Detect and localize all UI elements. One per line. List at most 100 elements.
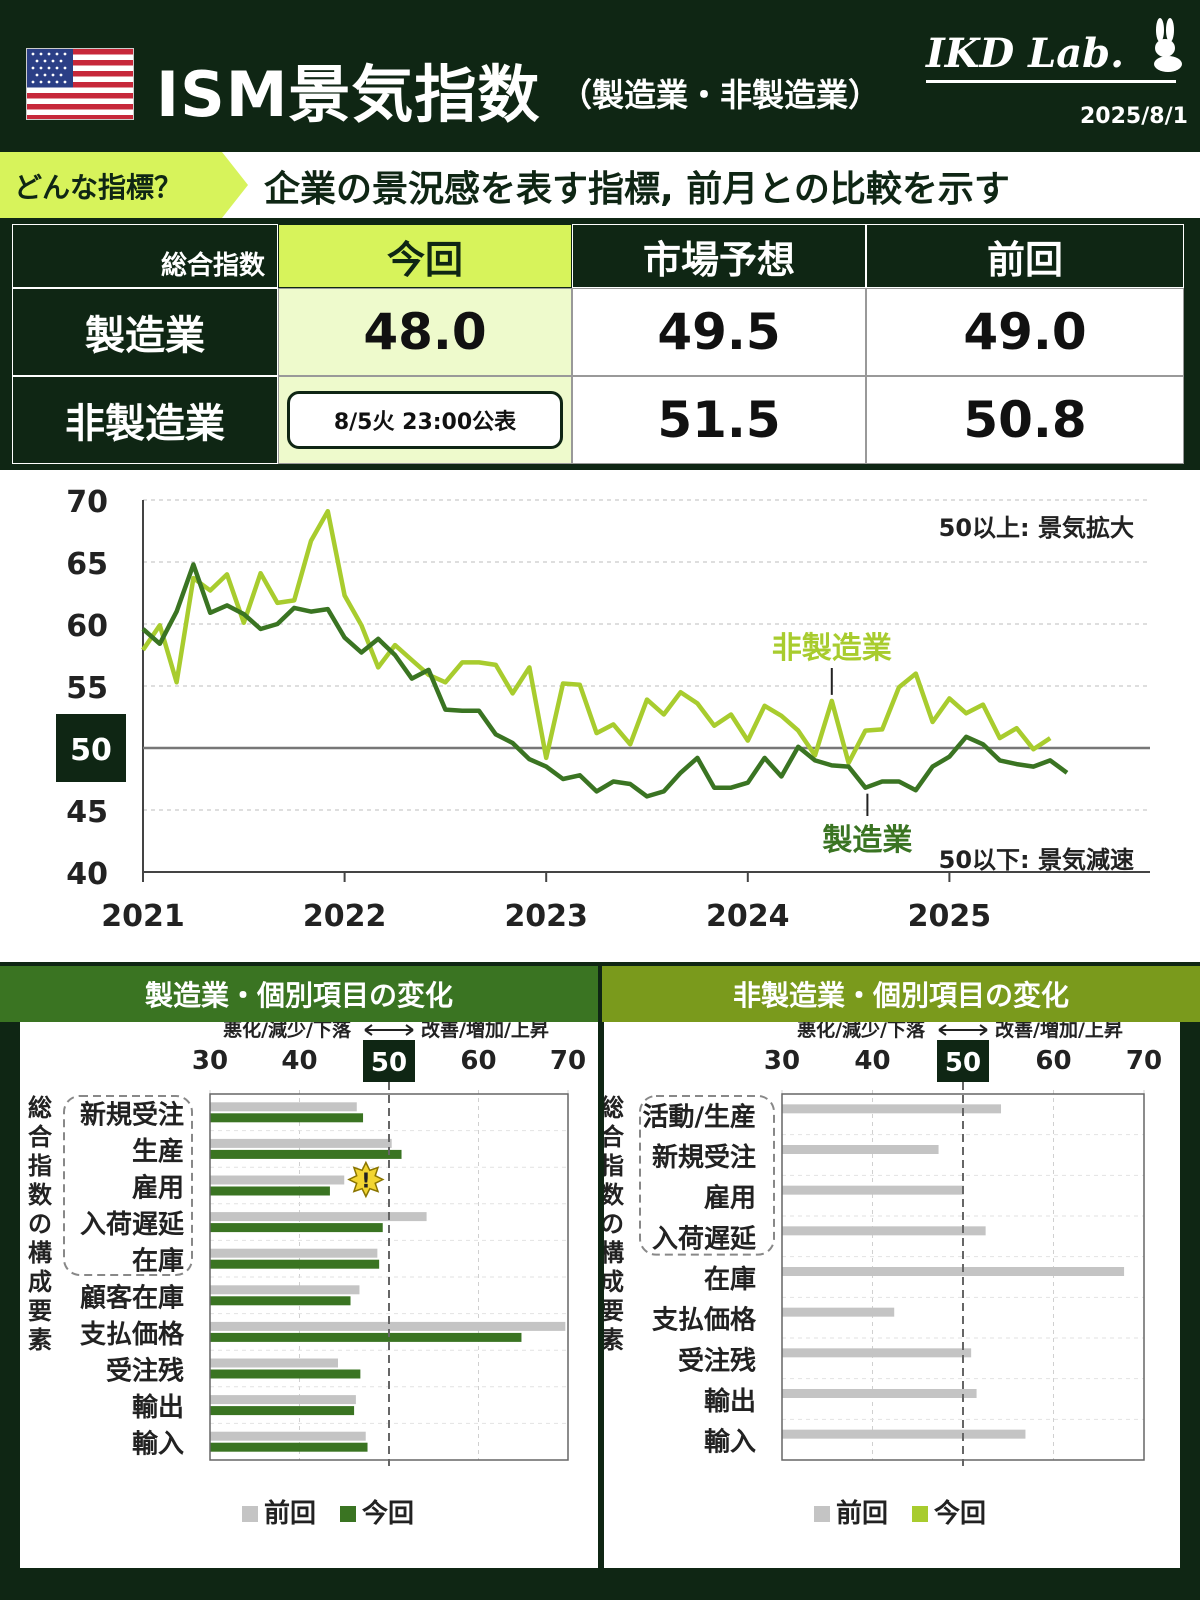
x-tick-label: 70 [1126, 1046, 1162, 1076]
bar-current [210, 1223, 383, 1233]
category-label: 在庫 [132, 1247, 184, 1277]
services-previous: 50.8 [866, 376, 1184, 464]
side-label-char: 指 [28, 1152, 52, 1180]
category-label: 受注残 [106, 1356, 184, 1387]
side-label-char: 指 [604, 1152, 624, 1180]
manufacturing-bar-panel: 悪化/減少/下落 改善/増加/上昇 30 40 50 60 70 新規受注 生産 雇用! 入荷遅延在… [20, 1018, 598, 1568]
services-forecast: 51.5 [572, 376, 866, 464]
col-header-forecast: 市場予想 [572, 224, 866, 288]
summary-table: 総合指数 今回 市場予想 前回 製造業 48.0 49.5 49.0 非製造業 … [12, 224, 1184, 464]
manufacturing-section-header: 製造業・個別項目の変化 [0, 966, 598, 1022]
category-label: 輸出 [704, 1386, 756, 1417]
bar-current [210, 1186, 330, 1196]
category-label: 輸入 [704, 1427, 756, 1458]
bar-previous [782, 1185, 964, 1195]
bar-previous [782, 1226, 986, 1236]
manufacturing-now: 48.0 [278, 288, 572, 376]
line-chart: 40 45 50 55 60 65 70 2021 2022 2023 2024 2025 非製造業製造… [56, 485, 1150, 934]
description-text: 企業の景況感を表す指標, 前月との比較を示す [264, 169, 1010, 210]
plot-frame [209, 1093, 569, 1461]
description-tag-label: どんな指標？ [14, 171, 183, 204]
bar-current [210, 1296, 351, 1306]
y-tick-label: 70 [66, 485, 108, 520]
legend-current-label: 今回 [934, 1498, 986, 1529]
rabbit-icon [1146, 18, 1186, 76]
legend-previous-swatch [814, 1506, 830, 1522]
page-subtitle: （製造業・非製造業） [560, 76, 881, 114]
composite-bracket [639, 1095, 775, 1256]
x-tick-label: 2022 [303, 899, 387, 934]
brand-underline [926, 80, 1176, 83]
bar-previous [210, 1358, 338, 1368]
x-tick-label: 2024 [706, 899, 790, 934]
axis-worse-label: 悪化/減少/下落 [223, 1022, 352, 1041]
x-tick-label: 60 [460, 1046, 496, 1076]
plot-frame [781, 1093, 1145, 1461]
x-tick-label: 30 [192, 1046, 228, 1076]
services-bar-chart: 悪化/減少/下落 改善/増加/上昇 30 40 50 60 70 活動/生産新規受注雇用入荷遅… [600, 1018, 1162, 1529]
bar-previous [210, 1321, 566, 1331]
category-label: 支払価格 [652, 1305, 757, 1336]
side-label-char: 合 [604, 1123, 625, 1151]
x-tick-label: 70 [550, 1046, 586, 1076]
legend-previous-swatch [242, 1506, 258, 1522]
row-label-manufacturing: 製造業 [12, 288, 278, 376]
axis-better-label: 改善/増加/上昇 [995, 1022, 1123, 1041]
bar-current [210, 1332, 522, 1342]
services-bar-panel: 悪化/減少/下落 改善/増加/上昇 30 40 50 60 70 活動/生産 新規受注 雇用 入荷遅… [600, 1018, 1180, 1568]
manufacturing-line [141, 562, 1069, 799]
category-label: 支払価格 [80, 1319, 185, 1350]
category-label: 雇用 [132, 1173, 184, 1204]
x-tick-highlight [363, 1040, 415, 1082]
line-chart-panel: 40 45 50 55 60 65 70 2021 2022 2023 2024 2025 非製造業 製造… [0, 470, 1200, 962]
category-label: 入荷遅延 [652, 1224, 757, 1254]
side-label-char: 総 [604, 1094, 624, 1122]
services-release-pill: 8/5火 23:00公表 [286, 391, 564, 449]
double-arrow-icon [364, 1024, 414, 1036]
side-label-char: 成 [28, 1268, 52, 1296]
category-label: 新規受注 [80, 1099, 184, 1130]
y-tick-label: 60 [66, 609, 108, 644]
bar-current [210, 1259, 380, 1269]
side-label-char: 総 [28, 1094, 52, 1122]
x-tick-label: 40 [854, 1046, 890, 1076]
bar-previous [782, 1267, 1125, 1276]
bar-previous [782, 1145, 939, 1154]
legend-previous-label: 前回 [836, 1498, 888, 1529]
services-section-header: 非製造業・個別項目の変化 [602, 966, 1200, 1022]
bar-previous [782, 1104, 1002, 1114]
axis-worse-label: 悪化/減少/下落 [797, 1022, 926, 1041]
bar-previous [210, 1138, 392, 1148]
bar-previous [782, 1307, 895, 1317]
category-label: 生産 [132, 1136, 184, 1167]
x-tick-label: 40 [281, 1046, 317, 1076]
annotation-above-50: 50以上: 景気拡大 [939, 514, 1134, 542]
side-label-char: 構 [604, 1239, 624, 1267]
side-label-char: 要 [604, 1297, 624, 1325]
y-tick-label: 50 [70, 733, 112, 768]
composite-bracket [63, 1095, 193, 1276]
category-label: 新規受注 [652, 1142, 756, 1173]
bar-previous [782, 1348, 972, 1358]
x-tick-label: 2021 [101, 899, 185, 934]
x-tick-label: 60 [1035, 1046, 1071, 1076]
side-label-char: 素 [28, 1326, 52, 1354]
side-label-char: 合 [28, 1123, 53, 1151]
y-tick-highlight [56, 714, 126, 782]
bar-current [210, 1369, 361, 1379]
legend-current-swatch [340, 1506, 356, 1522]
legend-current-label: 今回 [362, 1498, 414, 1529]
bar-previous [210, 1175, 345, 1185]
side-label-char: 数 [28, 1181, 53, 1209]
services-line [141, 508, 1052, 766]
x-tick-label: 50 [371, 1048, 407, 1078]
bar-previous [210, 1395, 356, 1405]
page-title: ISM景気指数 [156, 58, 541, 131]
side-label-char: の [28, 1210, 52, 1238]
bar-previous [782, 1389, 977, 1398]
bar-current [210, 1149, 402, 1159]
brand-logo: IKD Lab. [926, 30, 1125, 77]
category-label: 在庫 [704, 1265, 756, 1295]
manufacturing-series-label: 製造業 [822, 823, 912, 858]
